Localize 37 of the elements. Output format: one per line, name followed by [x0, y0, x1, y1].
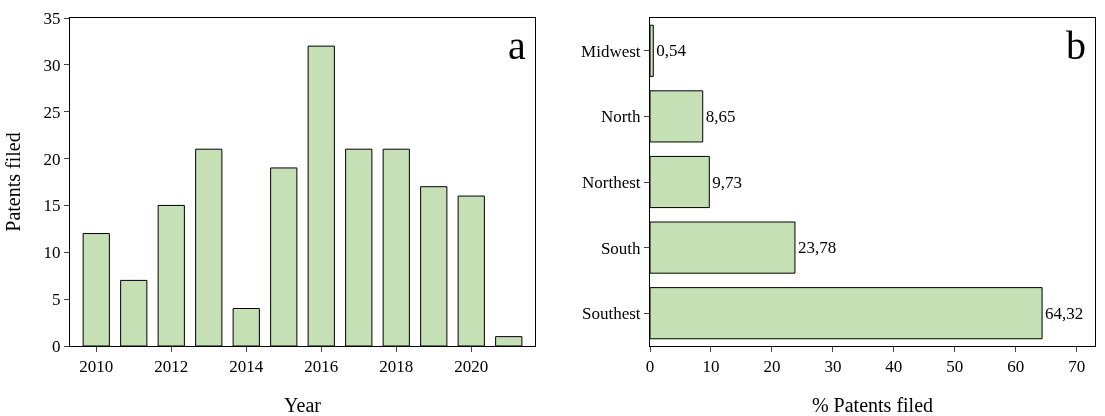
x-tick-label: 50	[946, 357, 964, 377]
x-tick-label: 60	[1007, 357, 1025, 377]
x-tick-label: 20	[763, 357, 781, 377]
x-tick-label: 10	[702, 357, 720, 377]
y-tick-label: Northest	[582, 172, 641, 192]
x-axis-title: % Patents filed	[811, 394, 934, 416]
x-tick-label: 2020	[454, 357, 489, 377]
x-tick-label: 2010	[79, 357, 114, 377]
data-label: 9,73	[712, 172, 743, 192]
y-tick-label: North	[600, 107, 642, 127]
y-tick-label: Southest	[582, 304, 641, 324]
data-label: 8,65	[705, 106, 736, 126]
x-tick-label: 40	[885, 357, 903, 377]
y-tick-label: 15	[43, 196, 61, 216]
x-tick-label: 30	[824, 357, 842, 377]
y-tick-label: 25	[43, 102, 61, 122]
data-label: 64,32	[1045, 303, 1084, 323]
x-tick-label: 2018	[379, 357, 414, 377]
x-tick-label: 2014	[229, 357, 264, 377]
data-label: 0,54	[656, 41, 687, 61]
x-tick-label: 0	[645, 357, 655, 377]
y-tick-label: 35	[43, 8, 61, 28]
y-tick-label: 0	[52, 336, 61, 356]
x-axis-title: Year	[284, 394, 322, 416]
y-tick-label: 5	[52, 290, 61, 310]
data-label: 23,78	[797, 238, 837, 258]
annotation: b	[1066, 23, 1086, 68]
y-tick-label: Midwest	[581, 41, 641, 61]
x-tick-label: 2016	[304, 357, 339, 377]
y-tick-label: 20	[43, 149, 61, 169]
y-tick-label: 30	[43, 55, 61, 75]
x-tick-label: 2012	[154, 357, 189, 377]
x-tick-label: 70	[1068, 357, 1086, 377]
y-tick-label: South	[600, 238, 642, 258]
y-axis-title: Patents filed	[2, 132, 24, 232]
annotation: a	[508, 23, 526, 68]
y-tick-label: 10	[43, 243, 61, 263]
